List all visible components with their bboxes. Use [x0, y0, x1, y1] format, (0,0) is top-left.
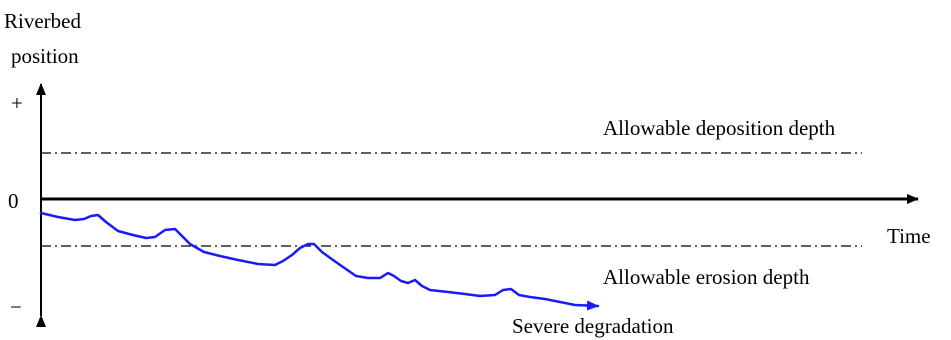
- y-axis-minus-label: −: [10, 295, 22, 319]
- x-axis-title: Time: [887, 224, 931, 248]
- erosion-depth-label: Allowable erosion depth: [603, 265, 810, 289]
- degradation-curve: [39, 211, 600, 311]
- severe-degradation-label: Severe degradation: [512, 314, 674, 338]
- deposition-depth-label: Allowable deposition depth: [603, 116, 836, 140]
- y-axis-title-line1: Riverbed: [4, 9, 81, 33]
- y-axis-zero-label: 0: [8, 189, 19, 213]
- y-axis-title-line2: position: [11, 44, 79, 68]
- y-axis-plus-label: +: [11, 91, 23, 115]
